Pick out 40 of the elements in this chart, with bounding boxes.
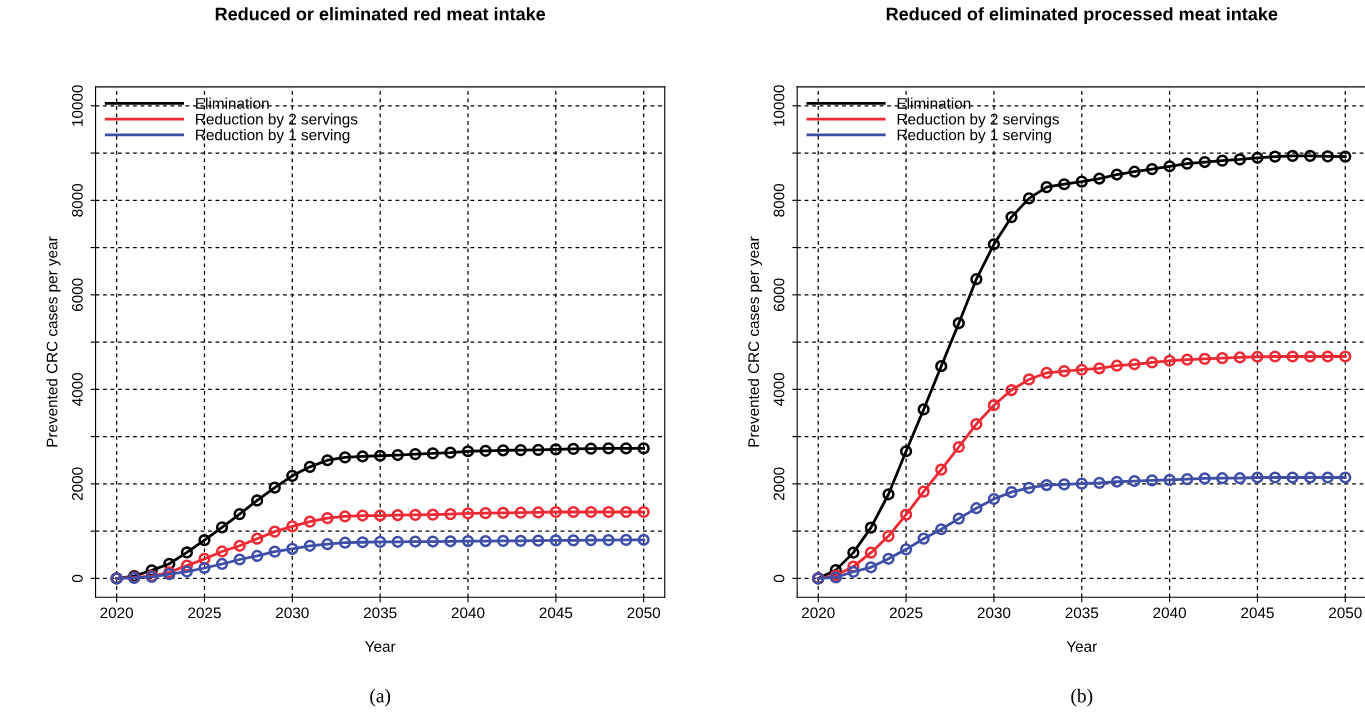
chart-title: Reduced or eliminated red meat intake [215, 7, 546, 21]
x-tick-label: 2045 [539, 607, 573, 619]
y-tick-label: 0 [773, 574, 785, 583]
x-tick-label: 2050 [627, 607, 661, 619]
x-axis-title: Year [365, 641, 396, 652]
y-axis-title: Prevented CRC cases per year [747, 236, 763, 447]
text: (a) [370, 688, 391, 707]
y-tick-label: 0 [71, 574, 83, 583]
x-tick-label: 2040 [451, 607, 485, 619]
legend-label: Reduction by 1 serving [196, 129, 350, 144]
x-axis-title: Year [1066, 641, 1097, 652]
y-tick-label: 10000 [71, 85, 83, 126]
x-tick-label: 2045 [1241, 607, 1274, 619]
legend-label: Reduction by 1 serving [897, 129, 1051, 144]
x-tick-label: 2035 [363, 607, 397, 619]
x-tick-label: 2020 [802, 607, 835, 619]
y-tick-label: 6000 [71, 278, 83, 312]
y-tick-label: 2000 [773, 467, 785, 501]
text: (b) [1071, 688, 1093, 707]
legend-label: Reduction by 2 servings [196, 113, 358, 128]
x-tick-label: 2030 [276, 607, 309, 619]
y-tick-label: 6000 [773, 278, 785, 312]
y-tick-label: 4000 [773, 372, 785, 406]
x-tick-label: 2050 [1329, 607, 1362, 619]
y-tick-label: 10000 [773, 85, 785, 126]
y-tick-label: 4000 [71, 372, 83, 406]
legend-label: Reduction by 2 servings [897, 113, 1059, 128]
y-tick-label: 8000 [773, 183, 785, 217]
x-tick-label: 2030 [977, 607, 1011, 619]
x-tick-label: 2025 [188, 607, 221, 619]
legend-label: Elimination [196, 97, 269, 109]
x-tick-label: 2020 [100, 607, 134, 619]
legend-label: Elimination [897, 97, 971, 109]
y-axis-title: Prevented CRC cases per year [46, 236, 61, 447]
x-tick-label: 2035 [1065, 607, 1099, 619]
y-tick-label: 2000 [71, 467, 83, 501]
chart-title: Reduced of eliminated processed meat intake [886, 7, 1278, 24]
y-tick-label: 8000 [71, 183, 83, 217]
x-tick-label: 2040 [1153, 607, 1186, 619]
x-tick-label: 2025 [889, 607, 923, 619]
